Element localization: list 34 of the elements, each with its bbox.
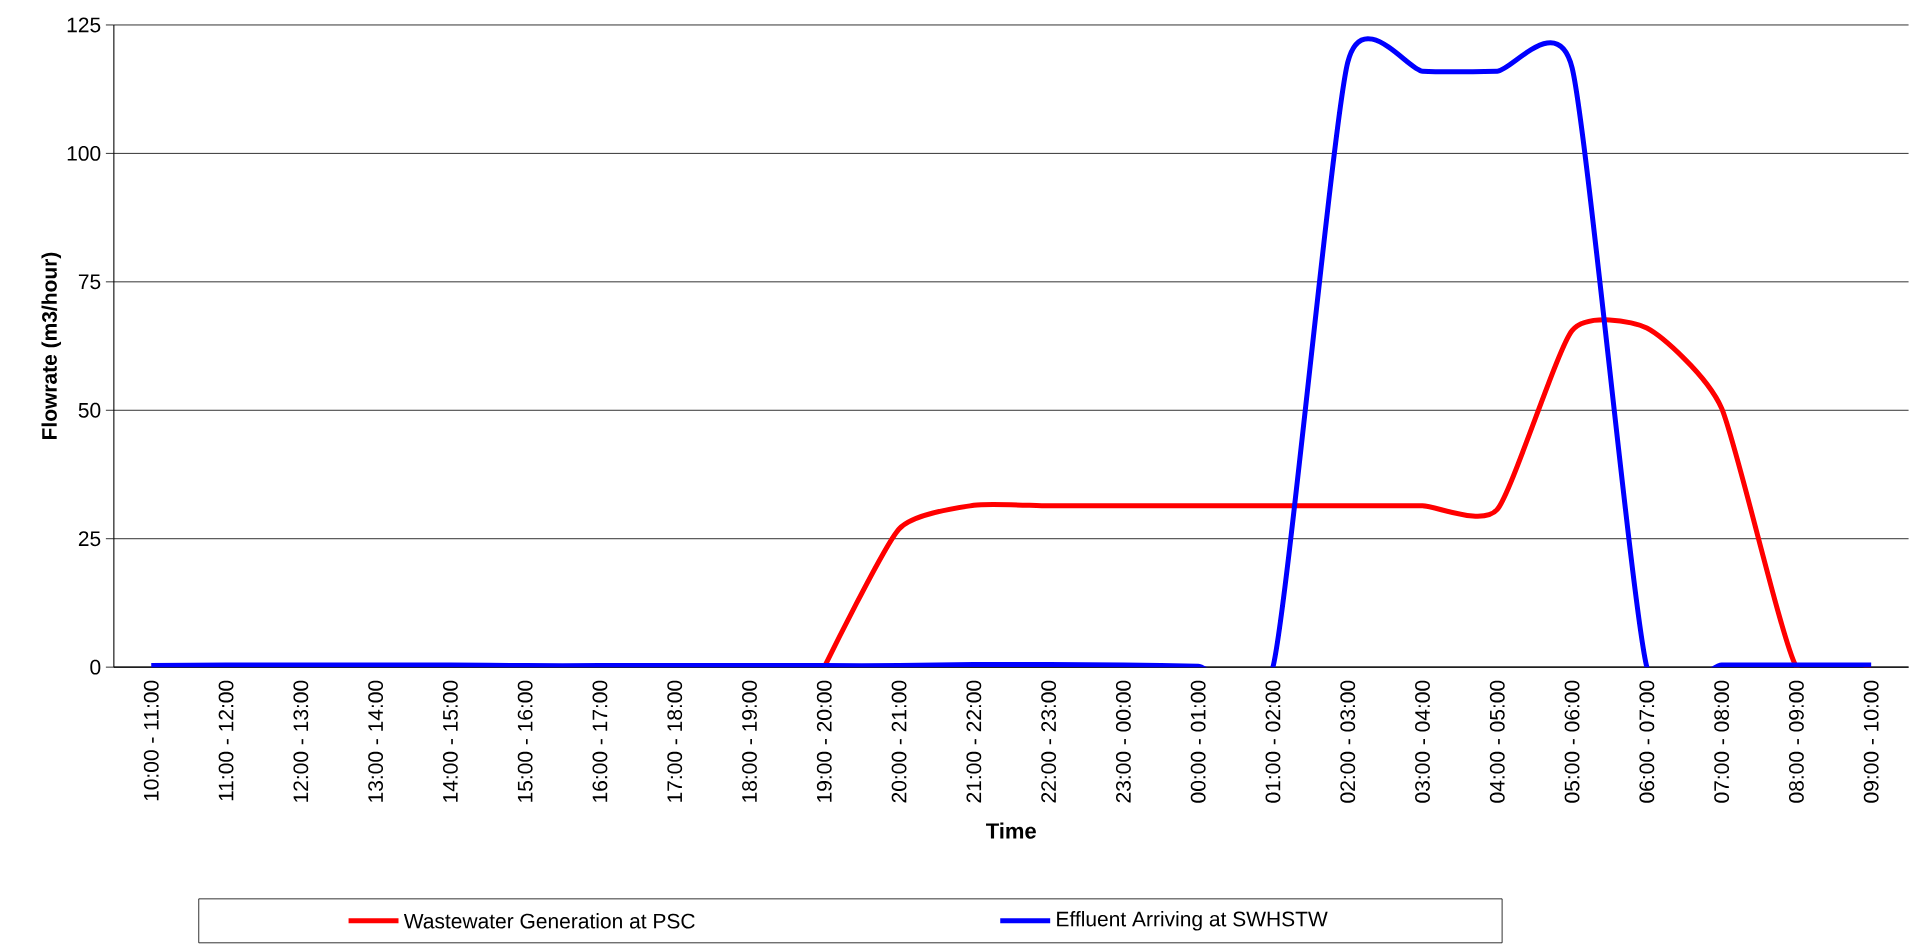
y-axis-title: Flowrate (m3/hour) bbox=[41, 252, 62, 440]
x-tick-label: 13:00 - 14:00 bbox=[368, 680, 384, 802]
x-tick-label: 16:00 - 17:00 bbox=[592, 680, 608, 802]
x-axis-title: Time bbox=[986, 822, 1036, 839]
legend-label: Wastewater Generation at PSC bbox=[403, 913, 695, 929]
x-tick-label: 20:00 - 21:00 bbox=[891, 680, 907, 803]
y-tick-label: 100 bbox=[67, 146, 101, 161]
legend-label: Effluent Arriving at SWHSTW bbox=[1057, 911, 1328, 931]
x-tick-label: 00:00 - 01:00 bbox=[1190, 680, 1206, 803]
x-tick-label: 07:00 - 08:00 bbox=[1714, 680, 1730, 803]
x-tick-label: 19:00 - 20:00 bbox=[816, 680, 832, 802]
y-tick-label: 75 bbox=[78, 274, 101, 290]
x-tick-label: 22:00 - 23:00 bbox=[1041, 680, 1057, 803]
x-tick-label: 03:00 - 04:00 bbox=[1415, 680, 1430, 803]
x-tick-label: 15:00 - 16:00 bbox=[517, 680, 533, 802]
x-tick-label: 23:00 - 00:00 bbox=[1115, 680, 1131, 803]
x-tick-label: 21:00 - 22:00 bbox=[966, 680, 982, 803]
x-tick-label: 17:00 - 18:00 bbox=[667, 680, 683, 802]
y-tick-label: 0 bbox=[90, 659, 101, 675]
x-tick-label: 14:00 - 15:00 bbox=[442, 680, 458, 802]
y-tick-label: 50 bbox=[78, 402, 101, 418]
x-tick-label: 18:00 - 19:00 bbox=[742, 680, 757, 802]
x-tick-label: 01:00 - 02:00 bbox=[1265, 680, 1281, 803]
x-tick-label: 10:00 - 11:00 bbox=[143, 680, 159, 801]
y-tick-label: 125 bbox=[67, 17, 101, 33]
x-tick-label: 09:00 - 10:00 bbox=[1863, 680, 1879, 803]
x-tick-label: 05:00 - 06:00 bbox=[1564, 680, 1580, 803]
x-tick-label: 02:00 - 03:00 bbox=[1340, 680, 1356, 803]
x-tick-label: 12:00 - 13:00 bbox=[293, 680, 309, 802]
x-tick-label: 06:00 - 07:00 bbox=[1639, 680, 1655, 803]
x-tick-label: 11:00 - 12:00 bbox=[218, 680, 234, 801]
x-tick-label: 08:00 - 09:00 bbox=[1788, 680, 1804, 803]
x-tick-label: 04:00 - 05:00 bbox=[1489, 680, 1505, 803]
y-tick-label: 25 bbox=[78, 531, 101, 547]
